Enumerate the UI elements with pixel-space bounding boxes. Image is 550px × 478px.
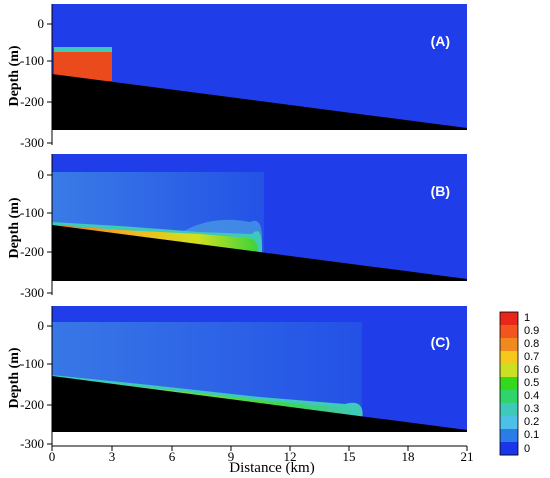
panel-a-ytick: 0 [38, 16, 45, 31]
colorbar-tick: 0.5 [524, 377, 539, 389]
panel-c-seabed [52, 376, 467, 432]
panel-a-lock-surface [54, 47, 112, 53]
panel-a-ytick: -100 [20, 53, 44, 68]
panel-c-ytick: -300 [20, 436, 44, 451]
colorbar-cell [500, 377, 518, 391]
colorbar-tick: 0.3 [524, 403, 539, 415]
x-axis-label: Distance (km) [229, 460, 314, 476]
colorbar-cell [500, 416, 518, 430]
panel-b-ytick: -300 [20, 285, 44, 300]
colorbar-cell [500, 325, 518, 339]
panel-c-ytick: -200 [20, 397, 44, 412]
panel-a-ylabel: Depth (m) [7, 45, 22, 106]
panel-a: (A) 0 -100 -200 -300 Depth (m) [7, 4, 467, 150]
panel-b-ytick: 0 [38, 167, 45, 182]
panel-a-ytick: -300 [20, 135, 44, 150]
x-tick: 6 [169, 449, 176, 464]
panel-c-label: (C) [431, 334, 450, 350]
colorbar-cell [500, 403, 518, 417]
colorbar-tick: 0.2 [524, 416, 539, 428]
panel-a-label: (A) [431, 33, 450, 49]
x-axis: 0 3 6 9 12 15 18 21 Distance (km) [49, 446, 474, 476]
x-tick: 3 [109, 449, 116, 464]
colorbar: 1 0.9 0.8 0.7 0.6 0.5 0.4 0.3 0.2 0.1 0 [499, 311, 539, 456]
panel-b-ylabel: Depth (m) [7, 197, 22, 258]
colorbar-cells [500, 312, 518, 456]
panel-c-ytick: 0 [38, 318, 45, 333]
panel-b-label: (B) [431, 183, 450, 199]
colorbar-tick: 0.9 [524, 325, 539, 337]
colorbar-tick: 0.8 [524, 338, 539, 350]
colorbar-tick: 0.6 [524, 364, 539, 376]
panel-b: (B) 0 -100 -200 -300 Depth (m) [7, 154, 467, 300]
x-tick: 15 [343, 449, 356, 464]
panel-c: (C) 0 -100 -200 -300 Depth (m) 0 3 6 9 1… [7, 306, 474, 476]
colorbar-cell [500, 364, 518, 378]
colorbar-tick: 0 [524, 443, 530, 455]
colorbar-cell [500, 390, 518, 404]
panel-b-seabed [52, 225, 467, 281]
x-tick: 9 [228, 449, 235, 464]
panel-c-ytick: -100 [20, 356, 44, 371]
x-tick: 18 [402, 449, 415, 464]
colorbar-tick: 0.7 [524, 351, 539, 363]
colorbar-cell [500, 312, 518, 326]
colorbar-tick: 0.1 [524, 429, 539, 441]
x-tick: 12 [284, 449, 297, 464]
colorbar-tick: 1 [524, 312, 530, 324]
panel-a-ytick: -200 [20, 94, 44, 109]
colorbar-cell [500, 429, 518, 443]
colorbar-cell [500, 351, 518, 365]
panel-c-ylabel: Depth (m) [7, 347, 22, 408]
x-tick: 21 [461, 449, 474, 464]
colorbar-tick: 0.4 [524, 390, 539, 402]
panel-b-ytick: -100 [20, 205, 44, 220]
colorbar-cell [500, 338, 518, 352]
colorbar-cell [500, 442, 518, 456]
x-tick: 0 [49, 449, 56, 464]
panel-a-seabed [52, 74, 467, 130]
panel-b-ytick: -200 [20, 244, 44, 259]
